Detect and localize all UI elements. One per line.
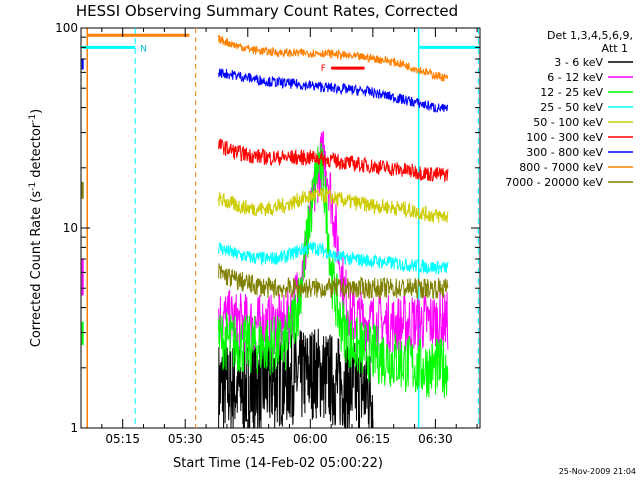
series-8-line — [218, 263, 449, 300]
timestamp: 25-Nov-2009 21:04 — [559, 467, 636, 476]
axis-layer: 05:15 05:30 05:45 06:00 06:15 06:30 1 10 100 — [55, 21, 480, 446]
legend-label: 50 - 100 keV — [533, 116, 603, 129]
legend-label: 12 - 25 keV — [540, 86, 603, 99]
flare-flag-label: F — [321, 64, 326, 74]
x-tick-label: 05:45 — [230, 432, 265, 446]
x-axis-label: Start Time (14-Feb-02 05:00:22) — [173, 456, 383, 471]
legend-label: 6 - 12 keV — [547, 71, 603, 84]
series-6-line — [218, 68, 449, 114]
night-flag-label: N — [140, 44, 147, 54]
x-tick-label: 06:00 — [293, 432, 328, 446]
legend-label: 800 - 7000 keV — [519, 161, 603, 174]
series-4-line — [218, 187, 449, 224]
legend-label: 300 - 800 keV — [526, 146, 603, 159]
legend-items: 3 - 6 keV 6 - 12 keV 12 - 25 keV 25 - 50 ke… — [505, 56, 633, 189]
x-tick-label: 05:15 — [105, 432, 140, 446]
legend-title-line-1: Det 1,3,4,5,6,9, — [547, 29, 633, 42]
x-tick-label: 05:30 — [168, 432, 203, 446]
x-tick-label: 06:15 — [356, 432, 391, 446]
series-3-line — [218, 241, 449, 275]
series-7-line — [218, 34, 449, 82]
legend-label: 25 - 50 keV — [540, 101, 603, 114]
y-tick-label: 1 — [70, 421, 78, 435]
x-tick-label: 06:30 — [418, 432, 453, 446]
legend-title-line-2: Att 1 — [602, 42, 628, 55]
legend-label: 7000 - 20000 keV — [505, 176, 603, 189]
series-1-line — [218, 131, 449, 355]
series-5-line — [218, 138, 449, 183]
y-axis-label: Corrected Count Rate (s-1 detector-1) — [28, 109, 44, 347]
series-2-line — [218, 142, 449, 399]
y-tick-label: 10 — [63, 221, 78, 235]
series-layer — [218, 34, 449, 430]
legend-label: 100 - 300 keV — [526, 131, 603, 144]
legend: Det 1,3,4,5,6,9, Att 1 3 - 6 keV 6 - 12 k… — [505, 29, 633, 189]
chart-title: HESSI Observing Summary Count Rates, Cor… — [76, 2, 458, 20]
legend-label: 3 - 6 keV — [554, 56, 603, 69]
y-tick-label: 100 — [55, 21, 78, 35]
